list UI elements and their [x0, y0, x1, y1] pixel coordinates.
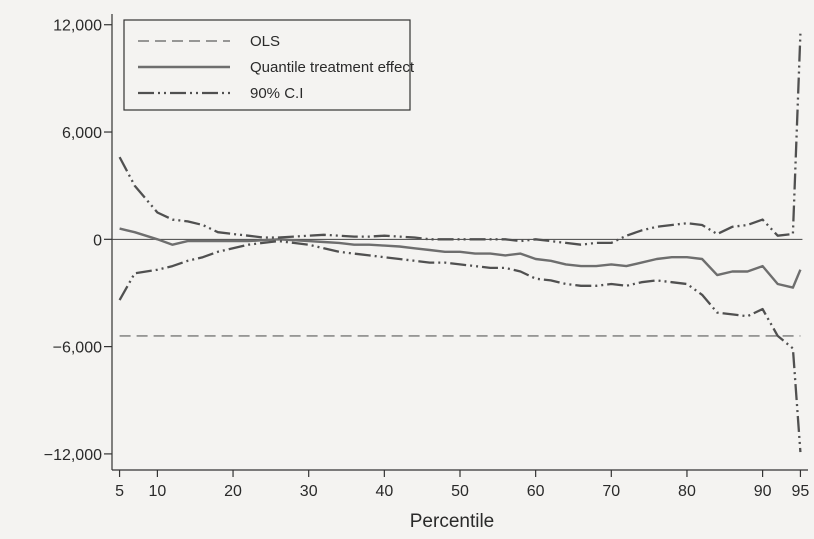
x-tick-label: 40 — [375, 483, 393, 500]
x-tick-label: 80 — [678, 483, 696, 500]
series-line-quantile-treatment-effect-1 — [119, 227, 802, 289]
series-line-90-c-i-3 — [118, 239, 802, 453]
x-tick-label: 30 — [300, 483, 318, 500]
legend-box — [123, 19, 411, 111]
x-tick-label: 95 — [792, 483, 810, 500]
x-tick-label: 20 — [224, 483, 242, 500]
x-tick-label: 5 — [115, 483, 124, 500]
y-tick-label: 0 — [93, 232, 102, 249]
y-tick-label: 12,000 — [53, 18, 102, 35]
x-tick-label: 90 — [754, 483, 772, 500]
x-tick-label: 50 — [451, 483, 469, 500]
y-tick-label: 6,000 — [62, 125, 102, 142]
legend-label: OLS — [250, 33, 280, 50]
legend-label: 90% C.I — [250, 85, 303, 102]
y-tick-label: −12,000 — [44, 447, 102, 464]
x-axis-title: Percentile — [410, 511, 495, 532]
x-tick-label: 10 — [148, 483, 166, 500]
axes-layer: 12,000 6,000 0 −6,000 −12,000 5 10 20 30 40 50 60 70… — [44, 14, 810, 500]
legend-label: Quantile treatment effect — [250, 59, 415, 76]
legend: OLS Quantile treatment effect 90% C.I — [123, 19, 415, 111]
series-line-90-c-i-2 — [118, 33, 802, 246]
x-tick-label: 60 — [527, 483, 545, 500]
y-tick-label: −6,000 — [53, 340, 102, 357]
series-layer — [118, 33, 802, 453]
x-tick-label: 70 — [602, 483, 620, 500]
